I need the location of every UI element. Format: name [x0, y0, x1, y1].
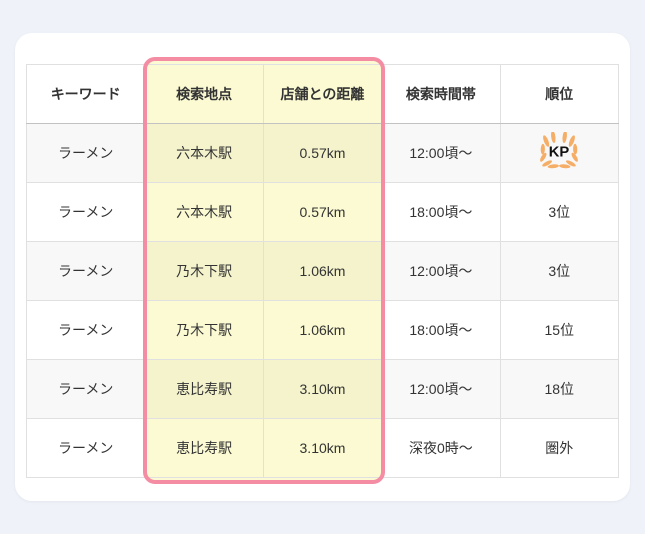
- table-row: ラーメン 恵比寿駅 3.10km 深夜0時〜 圏外: [25, 418, 620, 478]
- cell-distance: 0.57km: [262, 182, 383, 242]
- cell-distance: 1.06km: [262, 300, 383, 360]
- cell-location: 六本木駅: [144, 123, 264, 183]
- cell-rank: KP: [499, 123, 620, 183]
- cell-rank: 15位: [499, 300, 620, 360]
- header-cell-distance: 店舗との距離: [262, 64, 383, 124]
- table-row: ラーメン 六本木駅 0.57km 12:00頃〜: [25, 123, 620, 183]
- cell-time: 12:00頃〜: [381, 359, 501, 419]
- cell-keyword: ラーメン: [25, 418, 146, 478]
- cell-location: 恵比寿駅: [144, 418, 264, 478]
- header-row: キーワード 検索地点 店舗との距離 検索時間帯 順位: [25, 64, 620, 124]
- header-cell-rank: 順位: [499, 64, 620, 124]
- wreath-leaves: [540, 131, 579, 168]
- table-row: ラーメン 六本木駅 0.57km 18:00頃〜 3位: [25, 182, 620, 242]
- cell-rank: 18位: [499, 359, 620, 419]
- cell-location: 恵比寿駅: [144, 359, 264, 419]
- table-card: キーワード 検索地点 店舗との距離 検索時間帯 順位 ラーメン 六本木駅 0.57km 12:…: [15, 33, 630, 501]
- cell-keyword: ラーメン: [25, 359, 146, 419]
- table-row: ラーメン 恵比寿駅 3.10km 12:00頃〜 18位: [25, 359, 620, 419]
- cell-distance: 1.06km: [262, 241, 383, 301]
- table-body: ラーメン 六本木駅 0.57km 12:00頃〜: [25, 123, 620, 478]
- cell-location: 六本木駅: [144, 182, 264, 242]
- table-row: ラーメン 乃木下駅 1.06km 18:00頃〜 15位: [25, 300, 620, 360]
- table-row: ラーメン 乃木下駅 1.06km 12:00頃〜 3位: [25, 241, 620, 301]
- cell-distance: 0.57km: [262, 123, 383, 183]
- header-cell-keyword: キーワード: [25, 64, 146, 124]
- cell-keyword: ラーメン: [25, 182, 146, 242]
- kp-icon-label: KP: [549, 144, 570, 160]
- header-cell-location: 検索地点: [144, 64, 264, 124]
- cell-time: 18:00頃〜: [381, 182, 501, 242]
- cell-location: 乃木下駅: [144, 241, 264, 301]
- table-header: キーワード 検索地点 店舗との距離 検索時間帯 順位: [25, 64, 620, 124]
- kp-laurel-wreath-icon: KP: [536, 131, 582, 172]
- cell-time: 18:00頃〜: [381, 300, 501, 360]
- cell-rank: 3位: [499, 241, 620, 301]
- cell-rank: 3位: [499, 182, 620, 242]
- cell-distance: 3.10km: [262, 418, 383, 478]
- cell-time: 12:00頃〜: [381, 123, 501, 183]
- cell-rank: 圏外: [499, 418, 620, 478]
- cell-keyword: ラーメン: [25, 241, 146, 301]
- cell-time: 深夜0時〜: [381, 418, 501, 478]
- header-cell-time: 検索時間帯: [381, 64, 501, 124]
- cell-keyword: ラーメン: [25, 123, 146, 183]
- cell-location: 乃木下駅: [144, 300, 264, 360]
- search-ranking-table: キーワード 検索地点 店舗との距離 検索時間帯 順位 ラーメン 六本木駅 0.57km 12:…: [25, 64, 620, 478]
- cell-time: 12:00頃〜: [381, 241, 501, 301]
- cell-keyword: ラーメン: [25, 300, 146, 360]
- cell-distance: 3.10km: [262, 359, 383, 419]
